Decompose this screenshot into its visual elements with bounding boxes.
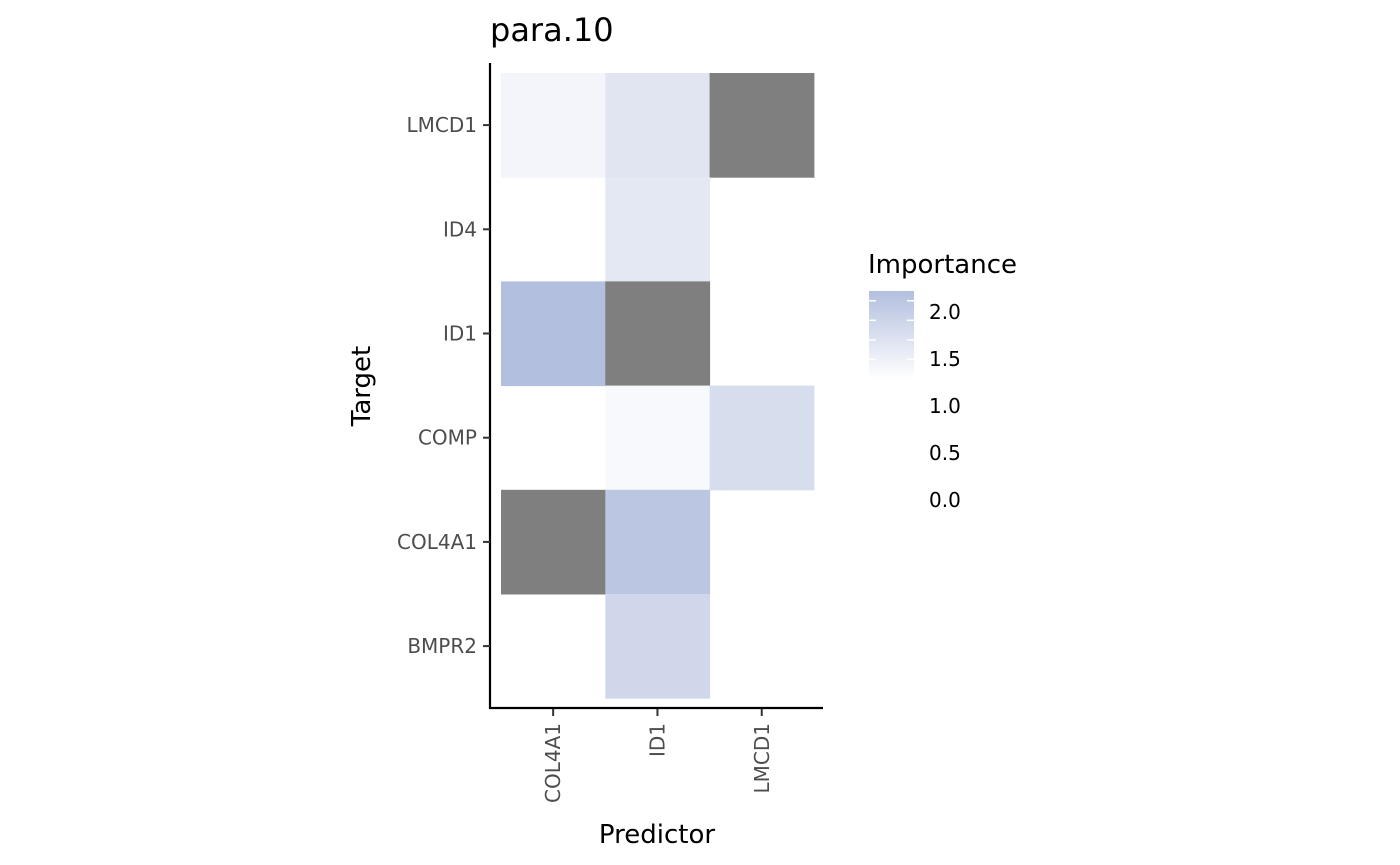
x-tick-label: COL4A1 xyxy=(541,723,565,803)
legend: Importance 2.0 1.5 1.0 0.5 0.0 xyxy=(868,250,1017,512)
heatmap-cell-lmcd1-col4a1 xyxy=(501,73,606,178)
heatmap-cell-comp-id1 xyxy=(605,385,711,491)
heatmap-cell-comp-lmcd1 xyxy=(709,385,815,491)
heatmap-cell-bmpr2-id1 xyxy=(605,594,711,699)
legend-title: Importance xyxy=(868,250,1017,280)
legend-label: 0.5 xyxy=(929,441,961,465)
axes xyxy=(488,63,823,710)
heatmap-cell-col4a1-col4a1 xyxy=(501,489,606,595)
y-tick-label: ID4 xyxy=(443,217,477,241)
x-axis-ticks: COL4A1 ID1 LMCD1 xyxy=(541,709,774,803)
y-tick-label: LMCD1 xyxy=(407,113,478,137)
y-tick-label: COL4A1 xyxy=(397,530,477,554)
y-tick-label: ID1 xyxy=(443,322,477,346)
y-axis-ticks: BMPR2 COL4A1 COMP ID1 ID4 LMCD1 xyxy=(397,113,490,658)
heatmap-cell-lmcd1-id1 xyxy=(605,73,711,178)
y-axis-title: Target xyxy=(347,346,377,427)
legend-colorbar xyxy=(869,291,914,379)
heatmap-cell-col4a1-id1 xyxy=(605,489,711,595)
chart-title: para.10 xyxy=(490,11,614,49)
legend-label: 0.0 xyxy=(929,488,961,512)
heatmap-cell-id1-id1 xyxy=(605,281,711,387)
heatmap-cell-id4-id1 xyxy=(605,177,711,282)
legend-label: 1.0 xyxy=(929,394,961,418)
heatmap-cell-id1-col4a1 xyxy=(501,281,606,387)
x-tick-label: LMCD1 xyxy=(750,723,774,794)
legend-label: 1.5 xyxy=(929,347,961,371)
heatmap-cells xyxy=(501,73,815,699)
heatmap-cell-lmcd1-lmcd1 xyxy=(709,73,815,178)
x-axis-title: Predictor xyxy=(599,820,715,850)
x-tick-label: ID1 xyxy=(645,723,669,757)
y-tick-label: BMPR2 xyxy=(407,634,477,658)
legend-label: 2.0 xyxy=(929,300,961,324)
y-tick-label: COMP xyxy=(418,426,477,450)
legend-ticks: 2.0 1.5 1.0 0.5 0.0 xyxy=(869,300,961,512)
